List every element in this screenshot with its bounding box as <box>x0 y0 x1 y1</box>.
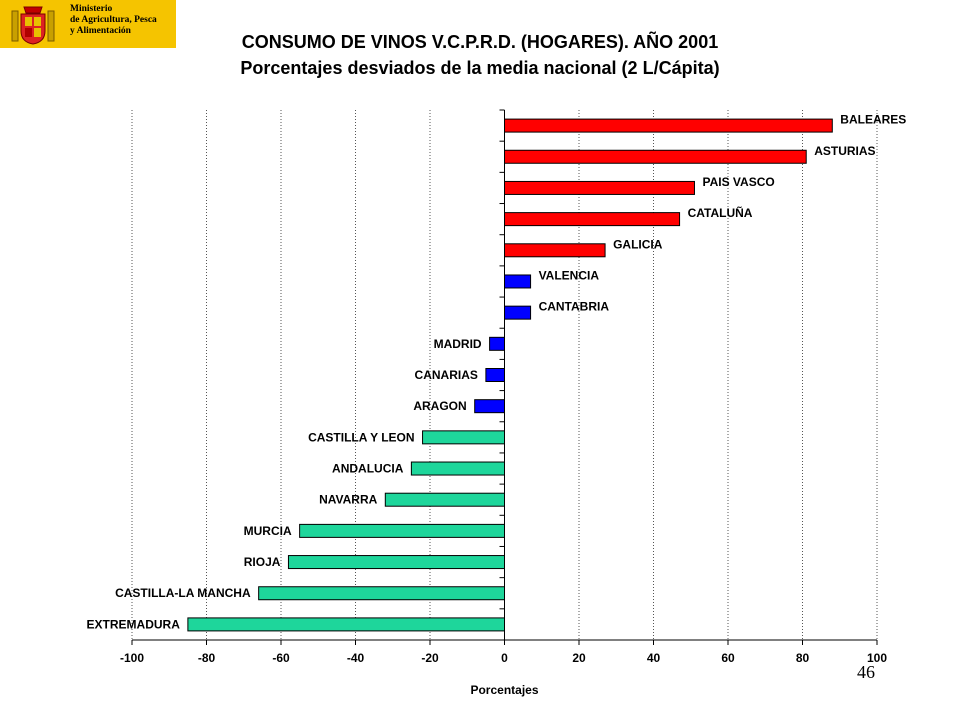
category-label: PAIS VASCO <box>702 175 774 189</box>
ministry-name: Ministerio de Agricultura, Pesca y Alime… <box>70 4 174 37</box>
x-tick-label: -60 <box>272 651 290 665</box>
category-labels: BALEARES ASTURIAS PAIS VASCO CATALUÑA GALICI… <box>87 113 907 632</box>
x-axis-label: Porcentajes <box>470 683 538 697</box>
bar <box>485 368 505 382</box>
bar <box>384 492 505 507</box>
bar <box>504 118 833 133</box>
category-label: CANARIAS <box>415 368 478 382</box>
category-label: CASTILLA Y LEON <box>308 430 414 444</box>
axes <box>131 109 878 645</box>
bar <box>187 617 505 632</box>
bar <box>504 149 807 164</box>
category-label: CANTABRIA <box>539 300 610 314</box>
chart-subtitle: Porcentajes desviados de la media nacion… <box>240 58 720 78</box>
category-label: CASTILLA-LA MANCHA <box>115 586 251 600</box>
x-tick-label: -100 <box>120 651 144 665</box>
category-label: MADRID <box>434 337 482 351</box>
category-label: ARAGON <box>413 399 466 413</box>
bar <box>299 523 505 538</box>
category-label: GALICIA <box>613 237 663 251</box>
category-label: CATALUÑA <box>688 205 753 220</box>
x-tick-label: 0 <box>501 651 508 665</box>
bar <box>258 586 505 601</box>
category-label: ASTURIAS <box>814 144 875 158</box>
coat-of-arms-icon <box>11 6 55 45</box>
bar <box>504 274 532 289</box>
x-tick-label: 40 <box>647 651 661 665</box>
bar <box>504 305 532 320</box>
x-tick-label: -80 <box>198 651 216 665</box>
x-tick-label: 80 <box>796 651 810 665</box>
grid-lines <box>131 110 878 640</box>
chart-title: CONSUMO DE VINOS V.C.P.R.D. (HOGARES). A… <box>241 32 719 52</box>
category-label: BALEARES <box>840 113 906 127</box>
ministry-logo: Ministerio de Agricultura, Pesca y Alime… <box>0 0 176 48</box>
bars <box>187 118 833 632</box>
x-tick-label: -20 <box>421 651 439 665</box>
category-label: MURCIA <box>244 524 292 538</box>
category-label: ANDALUCIA <box>332 462 404 476</box>
bar <box>422 430 505 445</box>
bar <box>504 212 681 227</box>
bar <box>410 461 505 476</box>
bar <box>504 180 695 195</box>
category-label: RIOJA <box>244 555 281 569</box>
x-tick-label: 100 <box>867 651 887 665</box>
ministry-line-2: de Agricultura, Pesca <box>70 15 157 25</box>
category-label: NAVARRA <box>319 493 378 507</box>
bar <box>504 243 606 258</box>
x-tick-labels: -100 -80 -60 -40 -20 0 20 40 60 80 100 <box>120 651 887 665</box>
category-label: EXTREMADURA <box>87 617 181 631</box>
ministry-line-1: Ministerio <box>70 4 113 14</box>
bar <box>287 555 506 570</box>
bar <box>474 399 506 414</box>
x-tick-label: 60 <box>721 651 735 665</box>
x-tick-label: 20 <box>572 651 586 665</box>
bar <box>489 336 506 351</box>
category-label: VALENCIA <box>539 268 600 282</box>
page-number: 46 <box>857 662 875 682</box>
ministry-line-3: y Alimentación <box>70 26 131 36</box>
x-tick-label: -40 <box>347 651 365 665</box>
